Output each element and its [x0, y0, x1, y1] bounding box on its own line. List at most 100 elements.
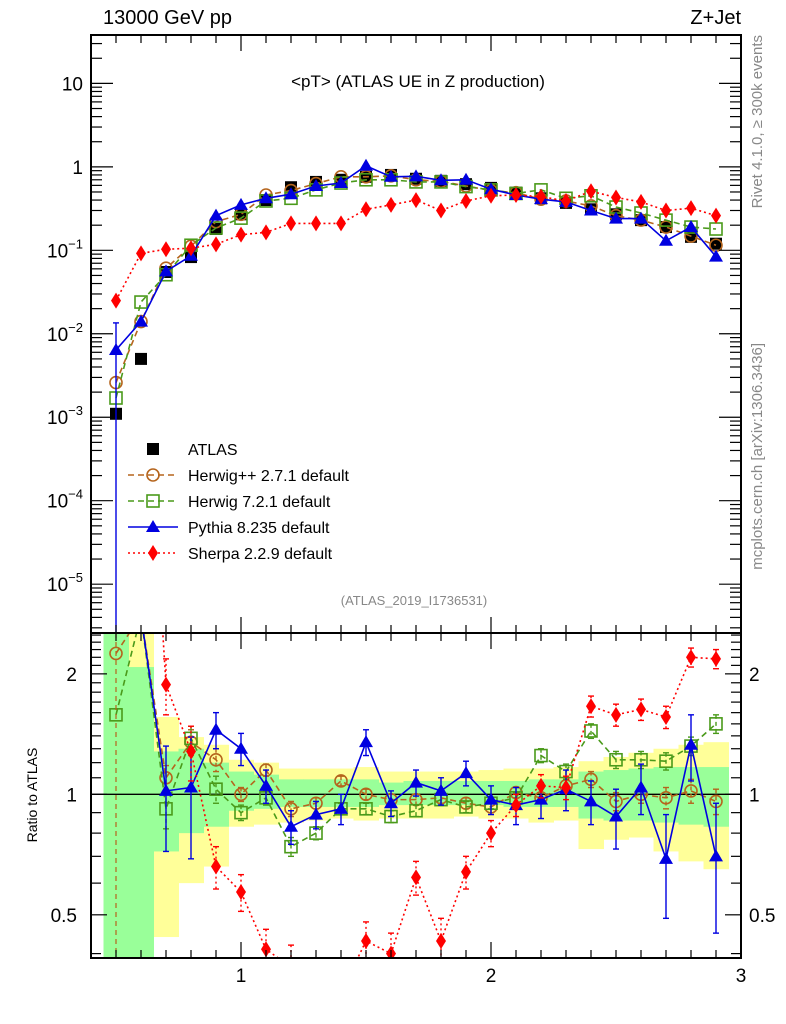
legend-item: ATLAS [147, 442, 238, 459]
data-point [135, 352, 147, 365]
data-point [209, 752, 223, 767]
data-point [384, 796, 398, 809]
data-point [659, 791, 673, 805]
y-tick-label-right: 1 [749, 785, 760, 806]
data-point [659, 220, 673, 234]
data-point [236, 226, 246, 243]
data-point [261, 941, 271, 958]
data-point [659, 233, 673, 246]
data-point [209, 722, 223, 735]
data-point [409, 775, 423, 788]
data-point [359, 735, 373, 748]
data-point [159, 783, 173, 796]
data-point [284, 819, 298, 832]
data-point [259, 191, 273, 204]
data-point [311, 215, 321, 232]
data-point [436, 202, 446, 219]
analysis-id-label: (ATLAS_2019_I1736531) [341, 593, 487, 608]
legend-item: Pythia 8.235 default [128, 520, 330, 537]
main-series-layer [109, 158, 723, 633]
data-point [561, 779, 571, 796]
data-point [586, 698, 596, 715]
data-point [134, 295, 148, 309]
data-point [534, 792, 548, 805]
data-point [234, 211, 248, 225]
legend-label: Sherpa 2.2.9 default [188, 546, 333, 563]
data-point [636, 193, 646, 210]
data-point [209, 782, 223, 796]
data-point [486, 187, 496, 204]
data-point [584, 724, 598, 738]
data-point [234, 197, 248, 210]
data-point [459, 800, 473, 814]
y-tick-label: 10−3 [47, 403, 83, 429]
rivet-version-label: Rivet 4.1.0, ≥ 300k events [749, 35, 766, 208]
data-point [136, 275, 146, 291]
ratio-series-layer [109, 275, 723, 995]
data-point [434, 783, 448, 796]
data-point [534, 748, 548, 763]
ratio-series-pythia [142, 633, 723, 934]
ratio-y-axis-label: Ratio to ATLAS [24, 748, 40, 843]
y-tick-label: 10−1 [47, 236, 83, 262]
data-point [586, 183, 596, 200]
main-series-sherpa [111, 183, 721, 309]
y-tick-label: 10−5 [47, 570, 83, 596]
data-point [486, 825, 496, 842]
data-point [236, 884, 246, 901]
data-point [634, 211, 648, 224]
data-point [661, 709, 671, 726]
band-segment [128, 667, 154, 958]
data-point [109, 646, 123, 661]
data-point [536, 188, 546, 205]
y-tick-label: 10−4 [47, 487, 83, 513]
legend-label: Herwig++ 2.7.1 default [188, 468, 350, 485]
data-point [684, 737, 698, 750]
data-point [284, 187, 298, 200]
data-point [459, 766, 473, 779]
data-point [609, 752, 623, 767]
data-point [311, 979, 321, 995]
legend-item: Sherpa 2.2.9 default [128, 545, 333, 563]
data-point [135, 609, 147, 621]
data-point [309, 807, 323, 820]
data-point [511, 187, 521, 204]
data-point [411, 869, 421, 886]
data-point [184, 780, 198, 793]
data-point [459, 172, 473, 185]
data-point [609, 211, 623, 224]
y-tick-label: 10 [62, 74, 83, 95]
x-tick-label: 2 [486, 966, 497, 987]
data-point [434, 173, 448, 186]
data-point [334, 774, 348, 788]
y-tick-label: 10−2 [47, 320, 83, 346]
legend-label: Herwig 7.2.1 default [188, 494, 331, 511]
data-point [611, 706, 621, 723]
data-point [686, 649, 696, 666]
data-point [709, 849, 723, 862]
ratio-series-sherpa [136, 275, 721, 995]
data-point [359, 802, 373, 816]
x-tick-label: 3 [736, 966, 747, 987]
data-point [209, 208, 223, 221]
data-point [359, 158, 373, 171]
data-point [234, 805, 248, 820]
data-point [659, 754, 673, 769]
data-point [286, 215, 296, 232]
legend-marker [146, 494, 160, 508]
data-point [336, 215, 346, 232]
data-point [211, 858, 221, 875]
legend-label: ATLAS [188, 442, 238, 459]
legend-marker [148, 545, 158, 561]
data-point [409, 169, 423, 182]
data-point [261, 224, 271, 241]
data-point [386, 196, 396, 213]
data-point [161, 241, 171, 258]
data-point [684, 220, 698, 233]
data-point [709, 717, 723, 731]
data-point [634, 780, 648, 793]
x-tick-label: 1 [236, 966, 247, 987]
data-point [436, 933, 446, 950]
legend-item: Herwig++ 2.7.1 default [128, 468, 350, 485]
